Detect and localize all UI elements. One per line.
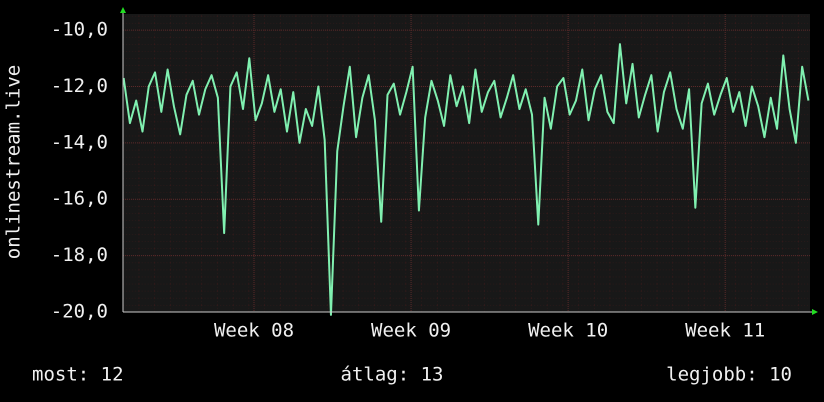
y-tick-label: -18,0 — [51, 244, 108, 266]
data-line — [122, 43, 810, 316]
y-axis-label: onlinestream.live — [3, 65, 25, 259]
x-tick-label: Week 10 — [528, 320, 608, 342]
minor-grid — [123, 14, 810, 312]
stat-best: legjobb: 10 — [666, 364, 792, 386]
y-tick-label: -14,0 — [51, 131, 108, 153]
y-arrow — [120, 7, 126, 13]
stat-current: most: 12 — [32, 364, 124, 386]
x-tick-label: Week 08 — [214, 320, 294, 342]
stat-average: átlag: 13 — [341, 364, 444, 386]
y-tick-label: -20,0 — [51, 301, 108, 323]
y-tick-label: -10,0 — [51, 19, 108, 41]
y-tick-label: -12,0 — [51, 75, 108, 97]
x-arrow — [812, 309, 818, 315]
x-tick-label: Week 11 — [685, 320, 765, 342]
x-tick-label: Week 09 — [371, 320, 451, 342]
marks-layer — [122, 43, 810, 316]
y-tick-label: -16,0 — [51, 188, 108, 210]
